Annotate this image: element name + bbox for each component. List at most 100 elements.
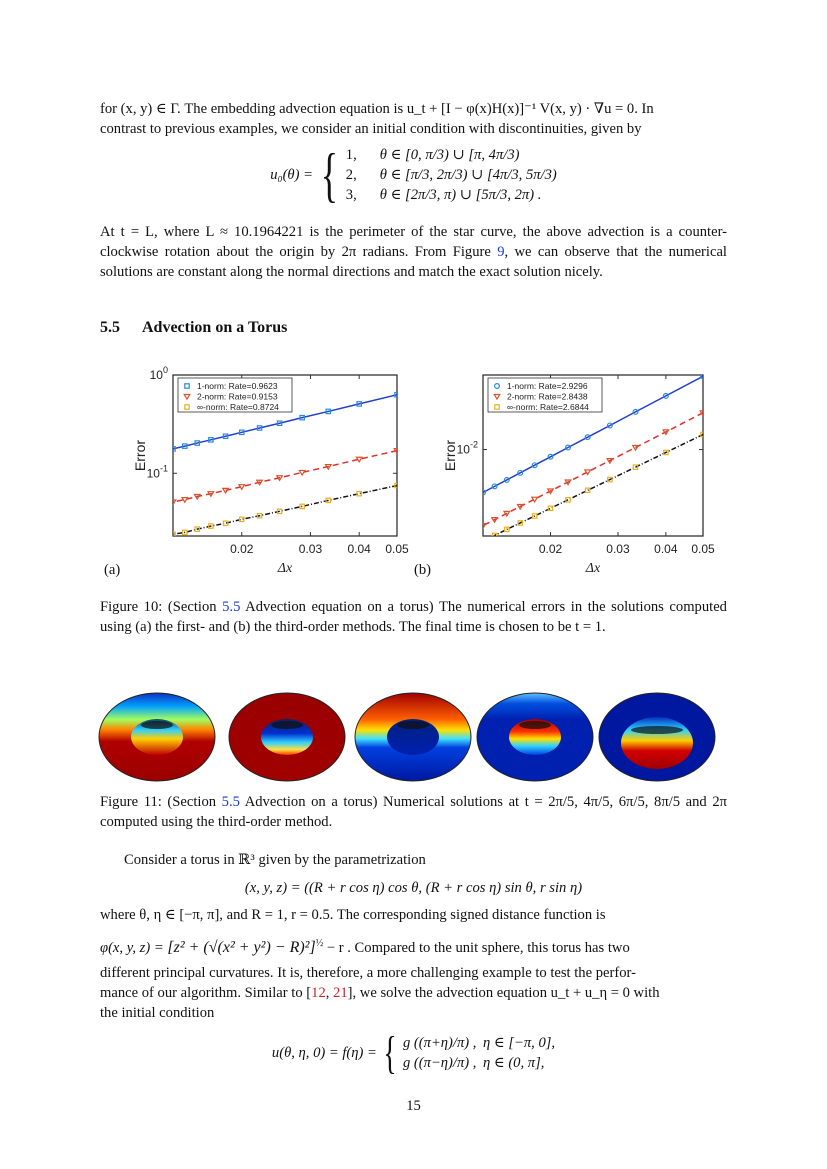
data-point [547,505,554,512]
data-point [181,443,188,449]
plot-area [483,375,703,536]
data-point [516,503,525,511]
paragraph-intro: for (x, y) ∈ Γ. The embedding advection … [100,99,727,139]
data-point [700,375,703,380]
data-point [565,497,571,503]
data-point [530,496,539,503]
paragraph-star-curve: At t = L, where L ≈ 10.1964221 is the pe… [100,224,727,280]
data-point [325,408,332,415]
x-tick-label: 0.04 [654,542,678,556]
data-point [256,512,263,519]
data-point [181,529,188,536]
case-row: 3, θ ∈ [2π/3, π) ∪ [5π/3, 2π) . [345,187,542,203]
legend-entry: ∞-norm: Rate=0.8724 [197,402,279,412]
torus-inner-band [131,719,183,755]
data-point [700,431,703,438]
y-tick-label: 100 [150,365,168,382]
data-point [173,531,176,536]
data-point [531,513,538,519]
data-point [298,469,307,477]
data-point [491,532,498,536]
data-point [276,420,283,427]
case-row: g ((π+η)/π) ,η ∈ [−π, 0], [402,1035,556,1051]
data-point [491,483,498,490]
x-tick-label: 0.05 [385,542,409,556]
data-point [564,479,572,486]
data-point [238,516,245,523]
data-point [221,487,230,495]
data-point [237,484,246,491]
y-tick-label: 10-1 [147,463,168,480]
data-point [208,523,214,529]
data-point [173,446,176,452]
data-point [631,444,640,452]
data-point [517,520,524,526]
data-point [207,491,215,498]
torus-inner-band [387,719,439,755]
equation-initial-condition: u₀(θ) = { 1, θ ∈ [0, π/3) ∪ [π, 4π/3) 2, θ… [100,145,727,205]
legend-entry: ∞-norm: Rate=2.6844 [507,402,589,412]
data-point [194,440,201,446]
legend-box [177,377,293,413]
data-point [255,479,264,487]
data-point [180,496,189,504]
x-tick-label: 0.04 [348,542,372,556]
data-point [517,469,524,476]
data-point [565,444,572,451]
data-point [483,489,486,496]
data-point [584,487,591,494]
data-point [238,429,245,436]
torus-snapshot-5 [598,692,716,782]
torus-inner-band [621,717,693,769]
data-point [356,401,362,407]
torus-hole [519,721,551,729]
x-tick-label: 0.03 [606,542,630,556]
equation-lhs: u(θ, η, 0) = f(η) = [271,1045,377,1061]
data-point [504,526,510,533]
data-point [503,476,510,483]
data-point [299,503,305,510]
data-point [483,523,487,530]
x-axis-label: Δx [585,561,601,576]
torus-solutions-figure [98,692,716,782]
data-point [222,433,229,440]
text-line: for (x, y) ∈ Γ. The embedding advection … [100,101,654,117]
data-point [502,510,511,518]
data-point [606,422,613,429]
citation-link[interactable]: 21 [333,984,348,1001]
legend-marker [183,393,191,401]
case-row: g ((π−η)/π) ,η ∈ (0, π], [402,1055,545,1071]
y-axis-label: Error [132,440,148,471]
data-point [275,475,284,482]
torus-snapshot-3 [354,692,472,782]
series-line-2 [173,449,397,503]
data-point [208,437,214,443]
torus-hole [141,721,173,729]
torus-hole [271,721,303,729]
data-point [583,469,592,476]
data-point [663,449,669,456]
section-link[interactable]: 5.5 [222,599,241,615]
x-axis-label: Δx [277,561,293,576]
brace: { [383,1027,397,1078]
data-point [546,488,555,495]
data-point [531,462,538,469]
equation-lhs: u₀(θ) = [270,167,313,183]
data-point [173,499,177,506]
series-line-2 [483,412,703,527]
page-number: 15 [406,1098,421,1114]
citation-link[interactable]: 12 [311,984,326,1001]
data-point [632,408,639,415]
figure-11-caption: Figure 11: (Section 5.5 Advection on a t… [100,794,727,830]
data-point [324,463,333,471]
legend-marker [493,393,501,401]
figure-link[interactable]: 9 [497,244,505,260]
section-link[interactable]: 5.5 [221,794,240,810]
torus-inner-band [509,719,561,755]
x-tick-label: 0.05 [691,542,715,556]
data-point [256,425,263,431]
torus-snapshot-4 [476,692,594,782]
